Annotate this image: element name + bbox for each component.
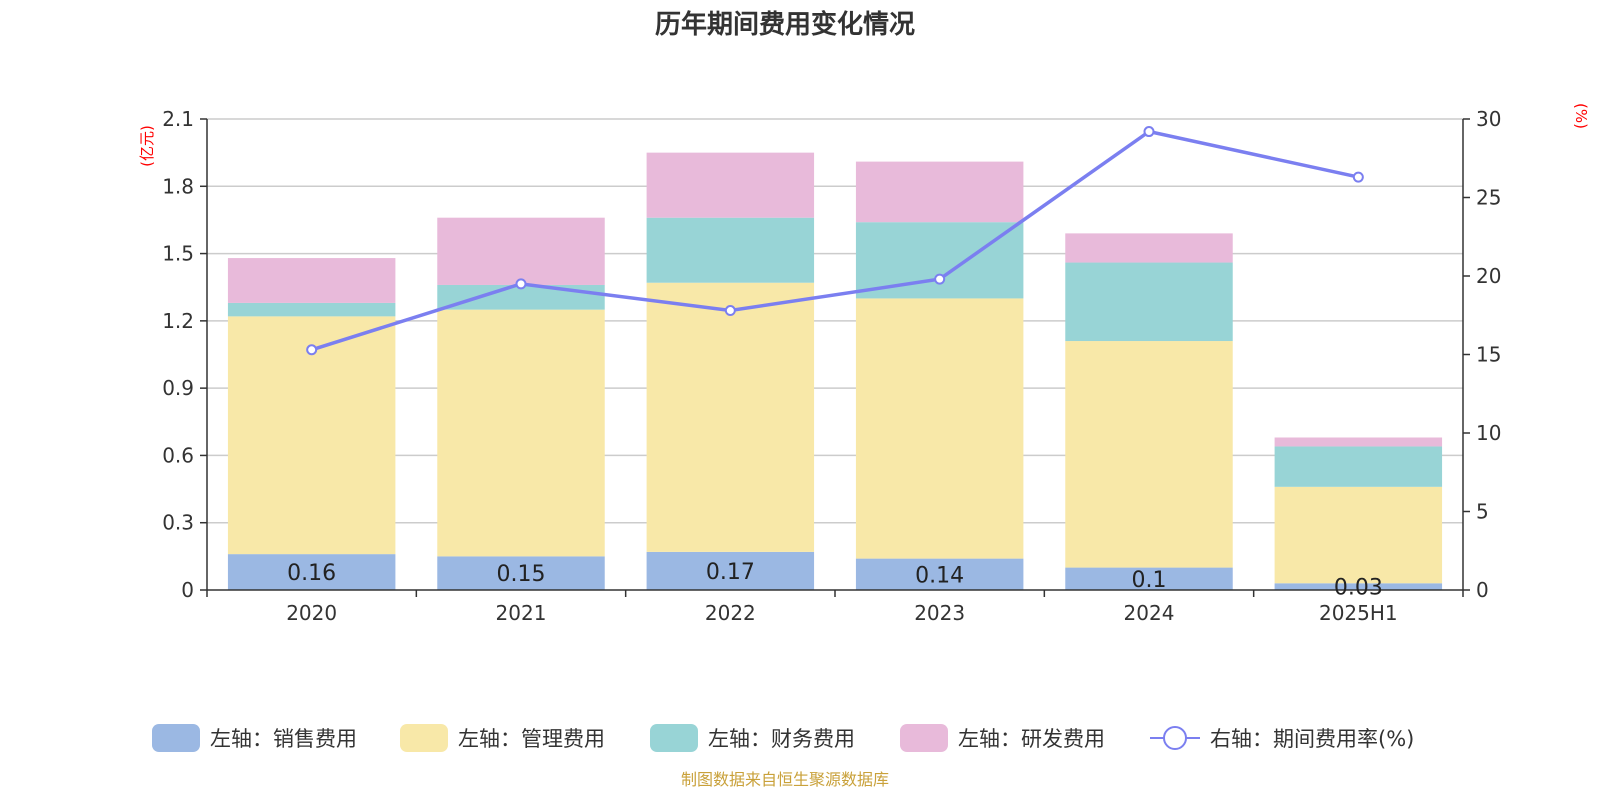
legend-swatch	[400, 724, 448, 752]
bar-segment-4-2023	[855, 161, 1024, 223]
expense-rate-line	[306, 126, 1364, 356]
x-axis-tick-label: 2021	[496, 601, 547, 625]
legend-line-marker	[1163, 726, 1187, 750]
bar-data-label: 0.1	[1132, 568, 1167, 593]
bar-segment-3-2022	[646, 217, 815, 283]
right-axis-tick-label: 30	[1476, 107, 1501, 131]
legend-label: 左轴：销售费用	[210, 727, 357, 751]
bar-segment-2-2022	[646, 282, 815, 552]
right-axis-tick-label: 5	[1476, 500, 1489, 524]
left-axis-unit: (亿元)	[138, 125, 156, 167]
bar-segment-1-2022	[646, 551, 815, 590]
bar-segment-3-2020	[227, 302, 396, 317]
expense-rate-point	[306, 344, 318, 356]
bar-segment-4-2025H1	[1274, 437, 1443, 447]
data-labels: 0.16 0.15 0.17 0.14 0.1 0.03	[287, 560, 1383, 601]
left-axis-tick-label: 0.9	[162, 376, 194, 400]
left-axis-tick-label: 0	[181, 578, 194, 602]
expense-rate-point	[1352, 171, 1364, 183]
bar-segment-4-2021	[437, 217, 605, 285]
bar-segment-1-2023	[855, 558, 1024, 590]
bar-segment-3-2023	[855, 222, 1024, 299]
legend-swatch	[900, 724, 948, 752]
bar-segment-1-2024	[1065, 567, 1233, 590]
legend-label: 右轴：期间费用率(%)	[1210, 727, 1414, 751]
legend: 左轴：销售费用 左轴：管理费用 左轴：财务费用 左轴：研发费用 右轴：期间费用率(%)	[152, 724, 1414, 752]
left-axis-tick-label: 0.3	[162, 511, 194, 535]
legend-swatch	[152, 724, 200, 752]
bar-segment-3-2024	[1065, 262, 1233, 342]
axes: 0 0.3 0.6 0.9 1.2 1.5 1.8 2.1 0 5 10 15 20 25 30 2020 20…	[162, 107, 1501, 625]
gridlines	[207, 118, 1463, 524]
bar-segment-1-2020	[227, 554, 396, 590]
left-axis-tick-label: 1.5	[162, 242, 194, 266]
right-axis-tick-label: 15	[1476, 343, 1501, 367]
expense-rate-point	[515, 278, 527, 290]
source-note: 制图数据来自恒生聚源数据库	[681, 770, 889, 789]
bar-segment-1-2021	[437, 556, 605, 590]
x-axis-tick-label: 2023	[914, 601, 965, 625]
right-axis-tick-label: 20	[1476, 264, 1501, 288]
expense-rate-point	[934, 273, 946, 285]
bar-segment-2-2025H1	[1274, 486, 1443, 584]
bar-data-label: 0.03	[1334, 576, 1383, 601]
bar-data-label: 0.16	[287, 561, 336, 586]
left-axis-tick-label: 1.2	[162, 309, 194, 333]
left-axis-tick-label: 0.6	[162, 443, 194, 467]
bar-segment-3-2025H1	[1274, 446, 1443, 487]
legend-label: 左轴：研发费用	[958, 727, 1105, 751]
x-axis-tick-label: 2024	[1124, 601, 1175, 625]
right-axis-tick-label: 25	[1476, 186, 1501, 210]
x-axis-tick-label: 2025H1	[1319, 601, 1398, 625]
bar-data-label: 0.14	[915, 563, 964, 588]
legend-swatch	[650, 724, 698, 752]
left-axis-tick-label: 2.1	[162, 107, 194, 131]
legend-label: 左轴：财务费用	[708, 727, 855, 751]
expense-rate-point	[1143, 126, 1155, 138]
bar-data-label: 0.17	[706, 560, 755, 585]
right-axis-tick-label: 0	[1476, 578, 1489, 602]
chart-title: 历年期间费用变化情况	[655, 9, 915, 40]
bar-segment-2-2021	[437, 309, 605, 557]
left-axis-tick-label: 1.8	[162, 174, 194, 198]
expense-rate-point	[724, 305, 736, 317]
legend-label: 左轴：管理费用	[458, 727, 605, 751]
bars	[227, 152, 1443, 590]
x-axis-tick-label: 2020	[286, 601, 337, 625]
bar-segment-2-2020	[227, 316, 396, 555]
bar-segment-4-2022	[646, 152, 815, 218]
bar-segment-1-2025H1	[1274, 583, 1443, 590]
bar-data-label: 0.15	[497, 562, 546, 587]
bar-segment-4-2020	[227, 258, 396, 303]
bar-segment-2-2024	[1065, 341, 1233, 568]
expense-rate-line-path	[311, 129, 1359, 352]
bar-segment-2-2023	[855, 298, 1024, 559]
bar-segment-4-2024	[1065, 233, 1233, 263]
x-axis-tick-label: 2022	[705, 601, 756, 625]
right-axis-unit: (%)	[1572, 103, 1590, 129]
right-axis-tick-label: 10	[1476, 421, 1501, 445]
